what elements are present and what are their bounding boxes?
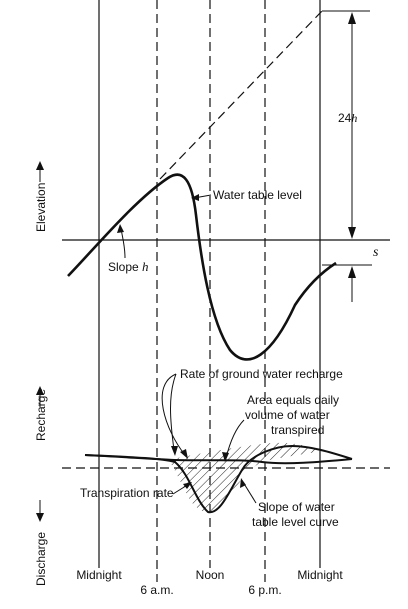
slope-label: Slope h	[108, 259, 149, 274]
slope-curve-leader-arrow	[240, 478, 246, 488]
slope-curve-label-line1: Slope of water	[258, 500, 335, 514]
water-table-label: Water table level	[213, 188, 302, 202]
dimension-label: 24h	[338, 111, 357, 125]
water-table-leader-arrow	[191, 194, 199, 201]
transpiration-leader-arrow	[183, 482, 192, 489]
slope-curve-leader	[242, 481, 257, 504]
recharge-rate-leader-2-arrow	[180, 449, 188, 459]
recharge-rate-leader-2	[161, 373, 186, 456]
recharge-rate-leader-1	[170, 373, 177, 451]
six-am-label: 6 a.m.	[140, 583, 173, 597]
recharge-axis-label: Recharge	[34, 389, 48, 441]
discharge-arrow-head	[36, 513, 44, 522]
transpiration-rate-label: Transpiration rate	[80, 486, 174, 500]
water-table-slope-curve	[84, 444, 353, 514]
recharge-arrow-head	[36, 386, 44, 395]
area-leader-arrow	[222, 452, 229, 462]
slope-dashed-line	[159, 10, 323, 180]
area-label-line2: volume of water	[245, 408, 330, 422]
area-label-line3: transpired	[271, 423, 324, 437]
recharge-rate-leader-1-arrow	[171, 446, 178, 456]
recharge-rate-label: Rate of ground water recharge	[180, 367, 343, 381]
midnight-right-label: Midnight	[297, 568, 343, 582]
slope-leader-arrow	[117, 224, 124, 233]
midnight-left-label: Midnight	[76, 568, 122, 582]
slope-curve-label-line2: table level curve	[252, 515, 339, 529]
six-pm-label: 6 p.m.	[248, 583, 281, 597]
slope-leader	[120, 227, 126, 259]
discharge-axis-label: Discharge	[34, 532, 48, 586]
drawdown-label: s	[373, 245, 379, 260]
dimension-arrow-up	[348, 12, 356, 24]
noon-label: Noon	[196, 568, 225, 582]
dimension-arrow-down	[348, 227, 356, 239]
area-label-line1: Area equals daily	[247, 393, 339, 407]
drawdown-arrow-up	[348, 266, 356, 278]
elevation-arrow-head	[36, 161, 44, 170]
water-table-curve	[67, 173, 337, 361]
elevation-axis-label: Elevation	[34, 183, 48, 232]
